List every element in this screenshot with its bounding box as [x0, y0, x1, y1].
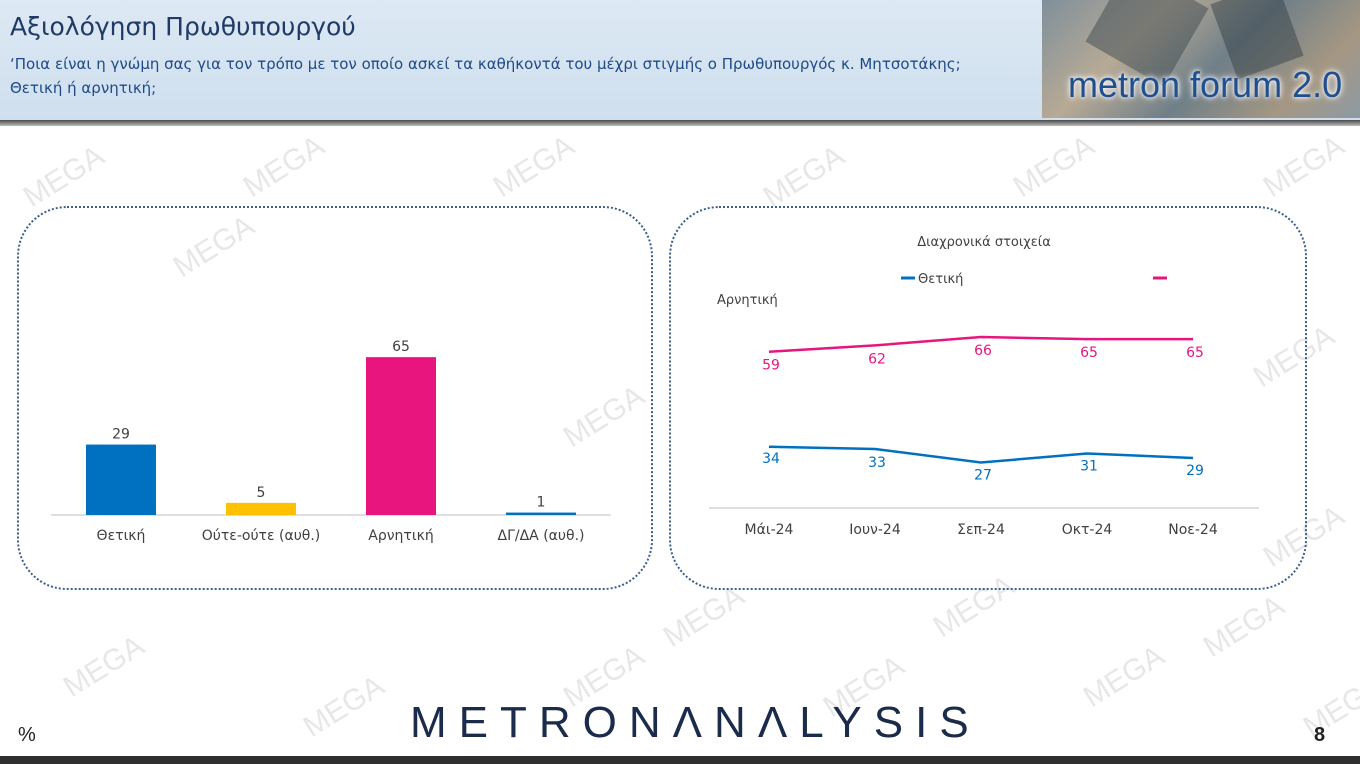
watermark-text: MEGA [17, 139, 111, 214]
negative-series-line [768, 335, 1193, 353]
unit-label: % [18, 724, 36, 746]
data-label: 29 [1186, 463, 1204, 479]
bar-chart-panel [17, 206, 653, 590]
page-number: 8 [1314, 724, 1326, 746]
category-label: Ούτε-ούτε (αυθ.) [202, 528, 321, 544]
data-label: 66 [974, 343, 992, 359]
data-label: 65 [1186, 345, 1204, 361]
category-label: Θετική [97, 528, 146, 544]
line-chart-panel [669, 206, 1307, 590]
watermark-text: MEGA [487, 129, 581, 204]
x-tick-label: Νοε-24 [1168, 522, 1218, 538]
watermark-text: MEGA [1297, 669, 1360, 744]
page-title: Αξιολόγηση Πρωθυπουργού [10, 12, 356, 41]
positive-series-line [768, 445, 1194, 464]
watermark-text: MEGA [57, 629, 151, 704]
watermark-text: MEGA [657, 579, 751, 654]
legend-label: Θετική [918, 272, 963, 287]
watermark-text: MEGA [757, 139, 851, 214]
data-label: 33 [868, 455, 886, 471]
data-label: 65 [392, 339, 410, 355]
bar [506, 512, 576, 515]
data-label: 65 [1080, 345, 1098, 361]
watermark-text: MEGA [1197, 589, 1291, 664]
watermark-text: MEGA [1077, 639, 1171, 714]
data-label: 27 [974, 468, 992, 484]
x-tick-label: Μάι-24 [745, 522, 794, 538]
watermark-text: MEGA [1007, 129, 1101, 204]
watermark-text: MEGA [1257, 129, 1351, 204]
footer-bar [0, 756, 1360, 764]
watermark-text: MEGA [297, 669, 391, 744]
bar-chart: 29 Θετική 5 Ούτε-ούτε (αυθ.) 65 Αρνητική 1 ΔΓ/Δ… [51, 339, 611, 544]
bar [226, 502, 296, 515]
legend-label: Αρνητική [717, 293, 778, 308]
metron-forum-logo: metron forum 2.0 [1042, 0, 1360, 118]
bar [366, 357, 436, 515]
data-label: 59 [762, 358, 780, 374]
watermark-text: MEGA [237, 129, 331, 204]
line-chart: Διαχρονικά στοιχεία Θετική Αρνητική 59 62 66 6… [709, 235, 1259, 538]
x-tick-label: Σεπ-24 [957, 522, 1005, 538]
data-label: 5 [257, 485, 266, 501]
data-label: 1 [537, 495, 546, 511]
x-tick-label: Ιουν-24 [849, 522, 901, 538]
chart-title: Διαχρονικά στοιχεία [917, 235, 1051, 250]
x-tick-label: Οκτ-24 [1062, 522, 1113, 538]
question-text: ‘Ποια είναι η γνώμη σας για τον τρόπο με… [10, 55, 961, 97]
data-label: 31 [1080, 459, 1098, 475]
data-label: 62 [868, 351, 886, 367]
metron-analysis-brand: METRONΛNΛLYSIS [410, 698, 981, 747]
data-label: 29 [112, 427, 130, 443]
bar [86, 444, 156, 515]
category-label: Αρνητική [368, 528, 433, 544]
data-label: 34 [762, 451, 780, 467]
category-label: ΔΓ/ΔΑ (αυθ.) [498, 528, 585, 544]
header-divider [0, 120, 1360, 126]
logo-text: metron forum 2.0 [1068, 64, 1343, 105]
